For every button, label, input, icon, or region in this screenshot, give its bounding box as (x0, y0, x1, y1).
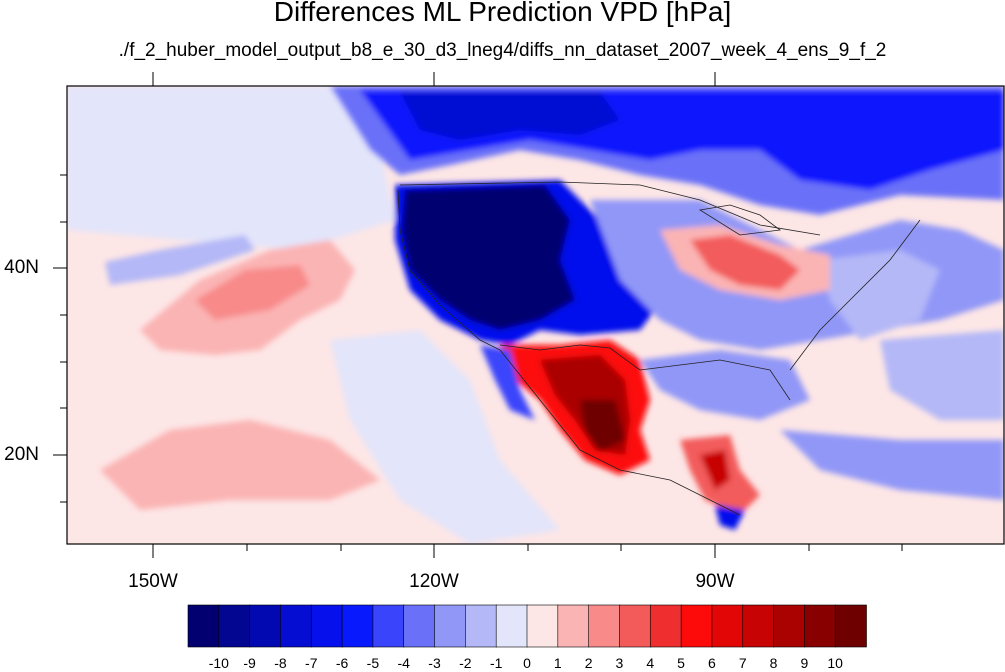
mexico-hottest (580, 400, 625, 452)
pacific-south-warm (100, 420, 380, 510)
colorbar-swatch (557, 604, 590, 648)
canada-core (400, 92, 620, 140)
central-america-hot (700, 450, 730, 490)
east-coast-line (789, 219, 921, 371)
lon-label-120w: 120W (409, 571, 459, 592)
colorbar-swatch (280, 604, 313, 648)
colorbar-swatch (187, 604, 220, 648)
colorbar-swatch (249, 604, 282, 648)
colorbar-swatch (680, 604, 713, 648)
colorbar-swatch (588, 604, 621, 648)
colorbar-swatch (434, 604, 467, 648)
colorbar-swatch (526, 604, 559, 648)
panama-blue (715, 505, 745, 530)
map-subtitle: ./f_2_huber_model_output_b8_e_30_d3_lneg… (118, 40, 887, 61)
colorbar-tick-label: -10 (208, 655, 229, 671)
colorbar-swatch (804, 604, 836, 648)
colorbar-swatch (711, 604, 744, 648)
caribbean-cool (780, 430, 1004, 500)
colorbar-tick-label: 1 (553, 655, 562, 671)
colorbar (187, 604, 867, 648)
colorbar-tick-label: 4 (646, 655, 655, 671)
colorbar-tick-label: 7 (738, 655, 747, 671)
pacific-blue-east (330, 330, 560, 544)
colorbar-tick-label: -1 (489, 655, 503, 671)
coastlines (397, 181, 921, 516)
colorbar-tick-label: 3 (615, 655, 624, 671)
colorbar-tick-label: 10 (827, 655, 843, 671)
colorbar-swatch (649, 604, 682, 648)
colorbar-tick-label: -8 (274, 655, 287, 671)
colorbar-tick-label: -5 (366, 655, 380, 671)
colorbar-swatch (742, 604, 775, 648)
colorbar-tick-label: -4 (397, 655, 410, 671)
lon-label-150w: 150W (128, 571, 178, 592)
colorbar-tick-label: -6 (335, 655, 349, 671)
lon-label-90w: 90W (695, 571, 735, 592)
colorbar-swatch (465, 604, 497, 648)
colorbar-swatch (619, 604, 652, 648)
gulf-coast-line (639, 359, 791, 401)
colorbar-swatch (341, 604, 374, 648)
lat-label-40n: 40N (4, 257, 39, 278)
us-mexico-border (499, 344, 641, 371)
east-coast-cool (820, 250, 940, 340)
western-us-deep (402, 185, 575, 330)
colorbar-tick-label: 6 (708, 655, 716, 671)
colorbar-tick-label: -7 (305, 655, 318, 671)
gulf-cool (640, 350, 810, 420)
colorbar-swatch (403, 604, 436, 648)
colorbar-tick-label: 0 (523, 655, 531, 671)
colorbar-swatch (218, 604, 251, 648)
colorbar-tick-label: -3 (428, 655, 441, 671)
map-field (67, 86, 1004, 544)
colorbar-tick-label: 8 (769, 655, 778, 671)
great-lakes (698, 204, 782, 236)
pacific-cool-band (67, 86, 395, 250)
colorbar-swatch (310, 604, 343, 648)
colorbar-tick-label: -9 (243, 655, 256, 671)
colorbar-tick-label: 9 (800, 655, 809, 671)
colorbar-tick-label: 2 (584, 655, 593, 671)
mexico-west-coast (499, 349, 741, 516)
map-title: Differences ML Prediction VPD [hPa] (273, 0, 732, 27)
pacific-cool-patch (105, 235, 255, 285)
pacific-warm-core (195, 265, 310, 320)
colorbar-tick-label: -2 (459, 655, 472, 671)
west-coast-line (397, 189, 501, 351)
atlantic-cool (880, 330, 1004, 420)
lat-label-20n: 20N (4, 444, 39, 465)
axis-ticks (53, 72, 903, 558)
colorbar-swatch (773, 604, 806, 648)
colorbar-swatch (834, 604, 867, 648)
canada-border (399, 181, 821, 236)
colorbar-tick-label: 5 (677, 655, 685, 671)
ohio-valley-hot (690, 235, 800, 290)
baja-cool (480, 345, 535, 420)
colorbar-swatch (495, 604, 528, 648)
colorbar-swatch (372, 604, 405, 648)
